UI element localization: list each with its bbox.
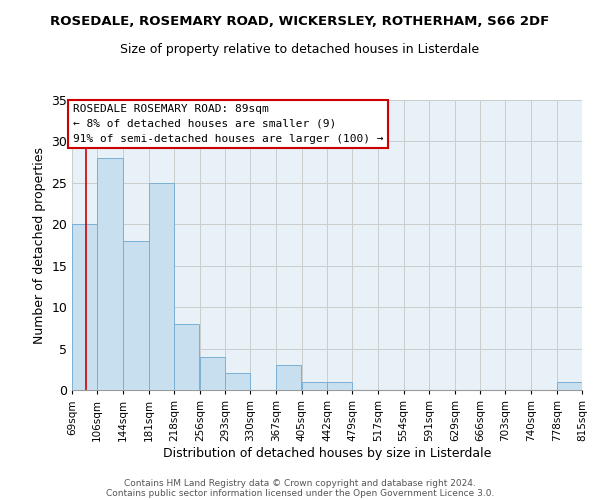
Bar [149, 183, 174, 390]
Bar [557, 382, 582, 390]
Bar [72, 224, 97, 390]
Text: ROSEDALE ROSEMARY ROAD: 89sqm
← 8% of detached houses are smaller (9)
91% of sem: ROSEDALE ROSEMARY ROAD: 89sqm ← 8% of de… [73, 104, 383, 144]
Bar [327, 382, 352, 390]
Bar [200, 357, 225, 390]
Text: Size of property relative to detached houses in Listerdale: Size of property relative to detached ho… [121, 42, 479, 56]
Y-axis label: Number of detached properties: Number of detached properties [33, 146, 46, 344]
Bar [276, 365, 301, 390]
Bar [123, 241, 149, 390]
Bar [97, 158, 122, 390]
Text: Contains public sector information licensed under the Open Government Licence 3.: Contains public sector information licen… [106, 488, 494, 498]
Text: ROSEDALE, ROSEMARY ROAD, WICKERSLEY, ROTHERHAM, S66 2DF: ROSEDALE, ROSEMARY ROAD, WICKERSLEY, ROT… [50, 15, 550, 28]
Bar [174, 324, 199, 390]
Bar [225, 374, 250, 390]
Bar [302, 382, 327, 390]
X-axis label: Distribution of detached houses by size in Listerdale: Distribution of detached houses by size … [163, 446, 491, 460]
Text: Contains HM Land Registry data © Crown copyright and database right 2024.: Contains HM Land Registry data © Crown c… [124, 478, 476, 488]
